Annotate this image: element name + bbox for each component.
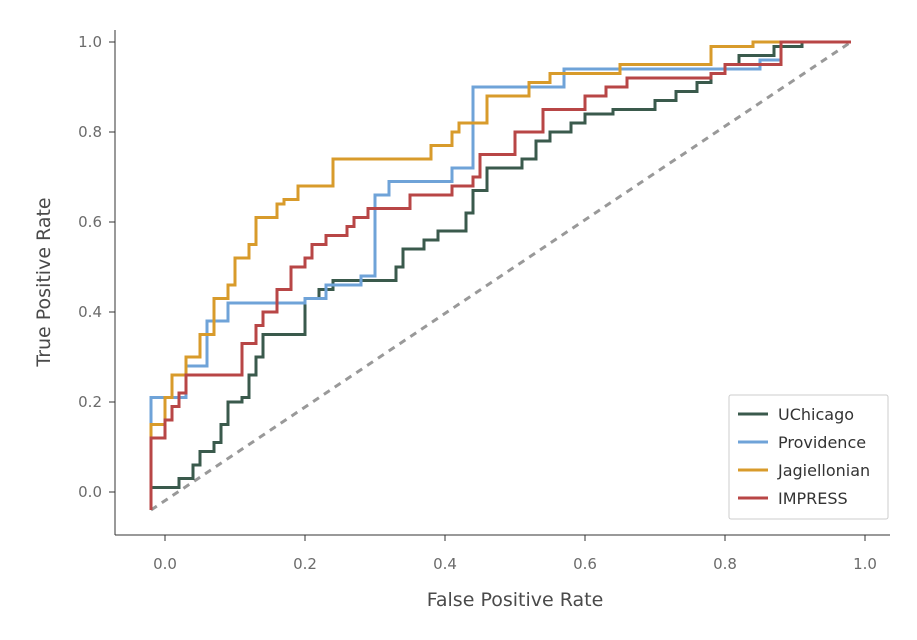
legend-label-providence: Providence bbox=[778, 433, 866, 452]
y-tick-label: 0.0 bbox=[78, 483, 102, 501]
legend: UChicago Providence Jagiellonian IMPRESS bbox=[728, 394, 889, 520]
y-tick-label: 0.6 bbox=[78, 213, 102, 231]
legend-label-jagiellonian: Jagiellonian bbox=[777, 461, 870, 480]
plot-lines bbox=[149, 40, 852, 512]
legend-frame bbox=[728, 394, 889, 520]
legend-label-uchicago: UChicago bbox=[778, 405, 854, 424]
y-tick-label: 0.2 bbox=[78, 393, 102, 411]
x-tick-label: 0.2 bbox=[293, 555, 317, 573]
x-tick-label: 0.0 bbox=[153, 555, 177, 573]
series-line-impress bbox=[149, 40, 851, 510]
x-tick-label: 0.6 bbox=[573, 555, 597, 573]
ticks: 0.0 0.2 0.4 0.6 0.8 1.0 0.0 0.2 0.4 0.6 0.8 1.0 bbox=[78, 33, 877, 573]
x-tick-label: 0.4 bbox=[433, 555, 457, 573]
y-tick-label: 0.8 bbox=[78, 123, 102, 141]
series-line-jagiellonian bbox=[149, 40, 851, 510]
legend-label-impress: IMPRESS bbox=[778, 489, 848, 508]
y-tick-label: 1.0 bbox=[78, 33, 102, 51]
x-tick-label: 1.0 bbox=[853, 555, 877, 573]
y-tick-label: 0.4 bbox=[78, 303, 102, 321]
axes bbox=[114, 30, 890, 536]
series-line-uchicago bbox=[149, 40, 851, 510]
x-axis-label: False Positive Rate bbox=[427, 589, 604, 611]
x-tick-label: 0.8 bbox=[713, 555, 737, 573]
y-axis-label: True Positive Rate bbox=[33, 197, 55, 367]
chance-line bbox=[150, 40, 852, 512]
